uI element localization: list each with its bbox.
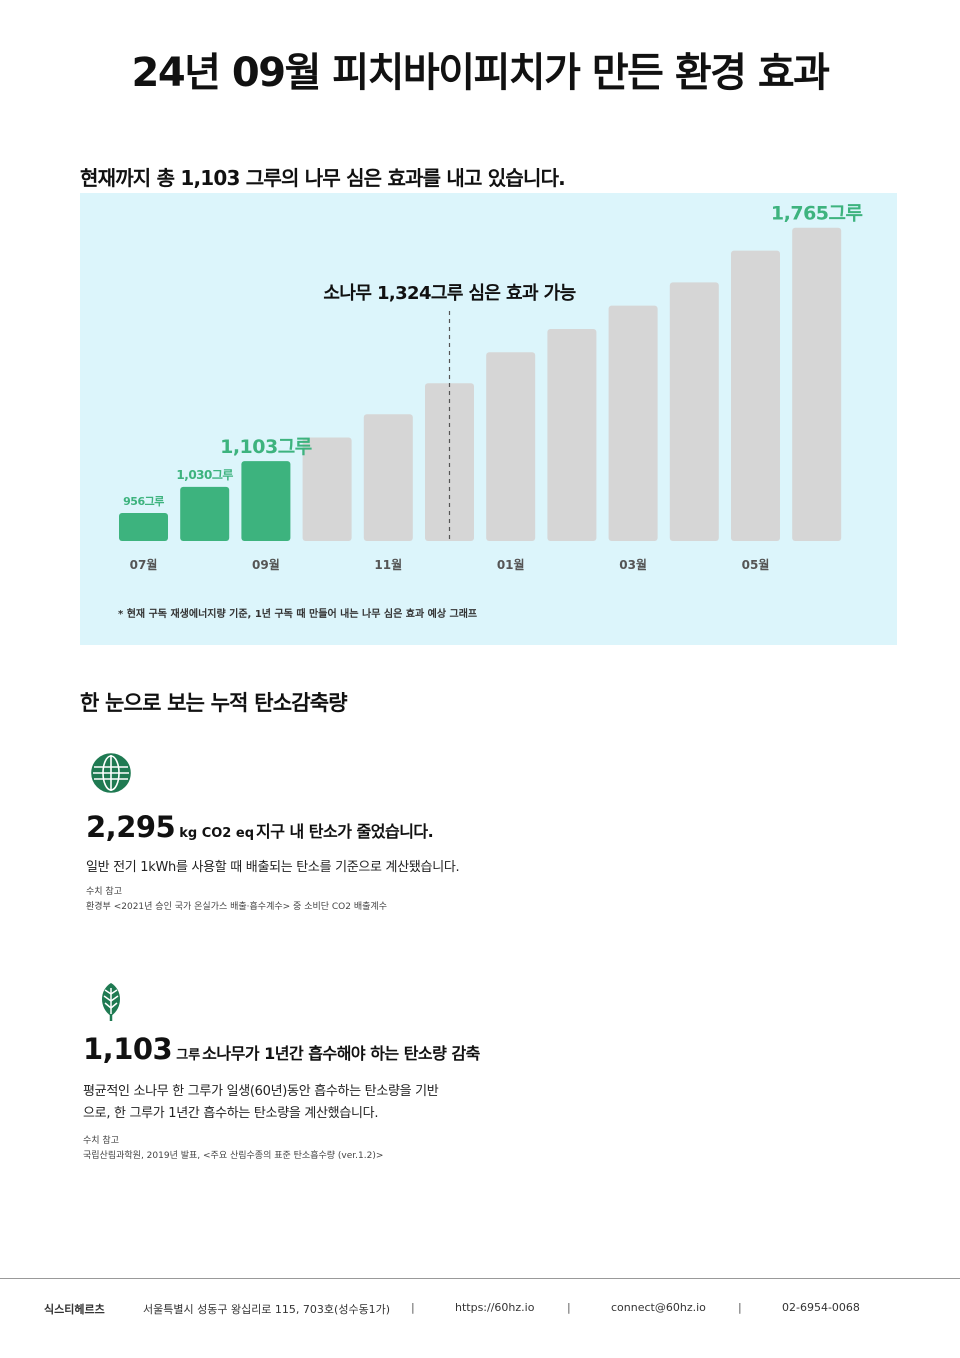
x-tick-label: 05월 (742, 557, 770, 572)
annotation-label: 소나무 1,324그루 심은 효과 가능 (323, 283, 575, 304)
data-label: 1,030그루 (176, 468, 233, 482)
data-label: 956그루 (123, 495, 164, 508)
data-label: 1,103그루 (220, 436, 312, 458)
footer-separator: | (738, 1301, 742, 1314)
metric-carbon-line: 2,295 kg CO2 eq 지구 내 탄소가 줄었습니다. (86, 810, 434, 844)
x-tick-label: 11월 (374, 557, 402, 572)
metric-tree-ref-label: 수치 참고 (83, 1136, 119, 1146)
bar-06월 (792, 227, 842, 542)
x-tick-label: 03월 (619, 557, 647, 572)
metric-tree-unit: 그루 (176, 1048, 201, 1063)
bar-11월 (363, 414, 413, 541)
metric-tree-description-line-1: 평균적인 소나무 한 그루가 일생(60년)동안 흡수하는 탄소량을 기반 (83, 1084, 439, 1099)
summary-heading: 한 눈으로 보는 누적 탄소감축량 (80, 691, 348, 715)
chart-panel: 956그루 1,030그루 1,103그루 1,765그루 07월 09월 11월 01월 03… (80, 193, 897, 645)
footer-separator: | (411, 1301, 415, 1314)
leaf-icon (90, 980, 132, 1022)
metric-carbon-unit: kg CO2 eq (179, 826, 254, 841)
footer-email-link[interactable]: connect@60hz.io (611, 1301, 706, 1314)
x-tick-label: 01월 (497, 557, 525, 572)
footer-divider (0, 1278, 960, 1279)
metric-tree-text: 소나무가 1년간 흡수해야 하는 탄소량 감축 (202, 1044, 480, 1063)
footer-company: 식스티헤르츠 (44, 1303, 105, 1316)
metric-carbon-ref-source: 환경부 <2021년 승인 국가 온실가스 배출·흡수계수> 중 소비단 CO2… (86, 902, 387, 912)
metric-carbon-value: 2,295 (86, 810, 176, 844)
globe-icon (90, 752, 132, 794)
metric-tree-value: 1,103 (83, 1032, 173, 1066)
footer-separator: | (567, 1301, 571, 1314)
metric-tree-line: 1,103 그루 소나무가 1년간 흡수해야 하는 탄소량 감축 (83, 1032, 480, 1066)
data-label: 1,765그루 (771, 203, 863, 225)
bar-08월 (180, 486, 230, 541)
bar-09월 (241, 461, 291, 541)
chart-heading: 현재까지 총 1,103 그루의 나무 심은 효과를 내고 있습니다. (80, 166, 566, 190)
metric-tree-ref-source: 국립산림과학원, 2019년 발표, <주요 산림수종의 표준 탄소흡수량 (v… (83, 1151, 384, 1161)
bar-04월 (669, 282, 719, 541)
x-tick-label: 07월 (130, 557, 158, 572)
metric-tree-description-line-2: 으로, 한 그루가 1년간 흡수하는 탄소량을 계산했습니다. (83, 1106, 379, 1121)
footer-address: 서울특별시 성동구 왕십리로 115, 703호(성수동1가) (143, 1303, 391, 1316)
bar-03월 (608, 305, 658, 541)
bar-01월 (486, 352, 536, 541)
x-tick-label: 09월 (252, 557, 280, 572)
footer-phone: 02-6954-0068 (782, 1301, 860, 1314)
metric-carbon-description: 일반 전기 1kWh를 사용할 때 배출되는 탄소를 기준으로 계산됐습니다. (86, 860, 460, 875)
bar-05월 (731, 250, 780, 542)
footer: 식스티헤르츠 서울특별시 성동구 왕십리로 115, 703호(성수동1가) |… (0, 1301, 960, 1321)
metric-carbon-text: 지구 내 탄소가 줄었습니다. (256, 822, 434, 841)
bar-chart: 956그루 1,030그루 1,103그루 1,765그루 07월 09월 11월 01월 03… (118, 203, 863, 620)
bar-07월 (119, 513, 168, 541)
bar-02월 (547, 328, 597, 541)
chart-footnote: * 현재 구독 재생에너지량 기준, 1년 구독 때 만들어 내는 나무 심은 … (118, 607, 477, 620)
metric-carbon-ref-label: 수치 참고 (86, 887, 122, 897)
footer-website-link[interactable]: https://60hz.io (455, 1301, 535, 1314)
bar-10월 (302, 437, 352, 541)
page-title: 24년 09월 피치바이피치가 만든 환경 효과 (131, 50, 830, 96)
bar-12월 (425, 383, 474, 541)
